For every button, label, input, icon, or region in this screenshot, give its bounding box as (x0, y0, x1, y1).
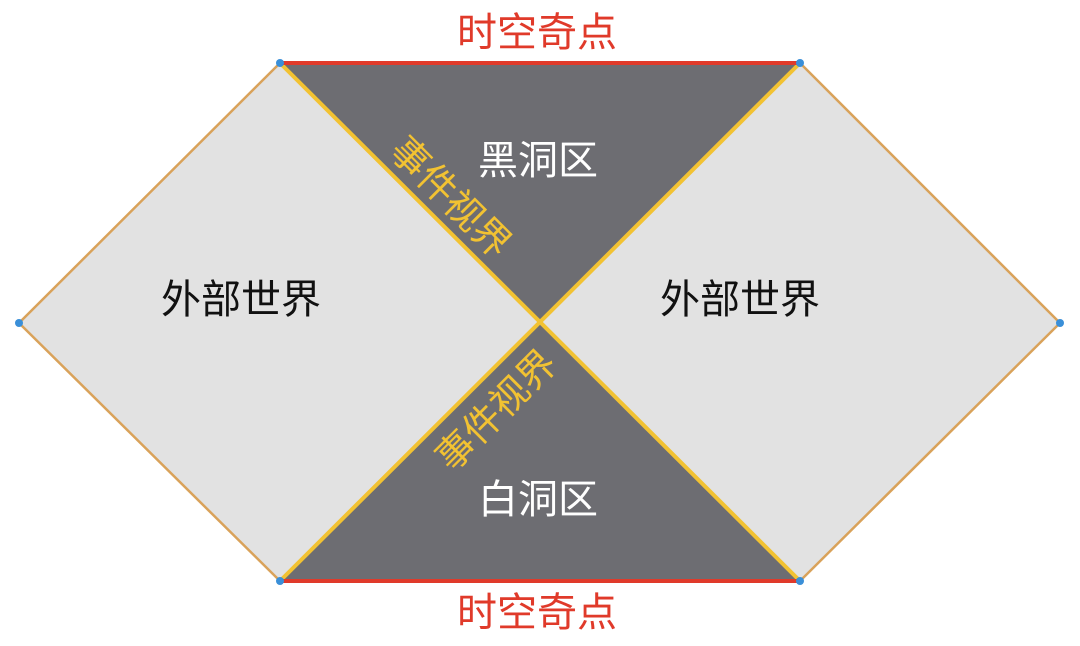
white-hole-region (280, 322, 800, 581)
white-hole-label: 白洞区 (478, 477, 598, 523)
exterior-right-label: 外部世界 (660, 277, 820, 323)
node-right (1056, 319, 1064, 327)
exterior-left-label: 外部世界 (161, 277, 321, 323)
horizon-line-b (278, 61, 802, 583)
black-hole-region (280, 63, 800, 322)
black-hole-label: 黑洞区 (478, 138, 598, 184)
outer-edge-lower-right (799, 322, 1061, 582)
node-bottom-right (796, 577, 804, 585)
outer-edge-lower-left (18, 322, 281, 582)
node-top-right (796, 59, 804, 67)
singularity-label-bottom: 时空奇点 (457, 590, 617, 636)
node-bottom-left (276, 577, 284, 585)
outer-edge-upper-left (18, 62, 281, 324)
singularity-label-top: 时空奇点 (457, 10, 617, 56)
outer-edge-upper-right (799, 62, 1061, 324)
node-top-left (276, 59, 284, 67)
node-left (15, 319, 23, 327)
